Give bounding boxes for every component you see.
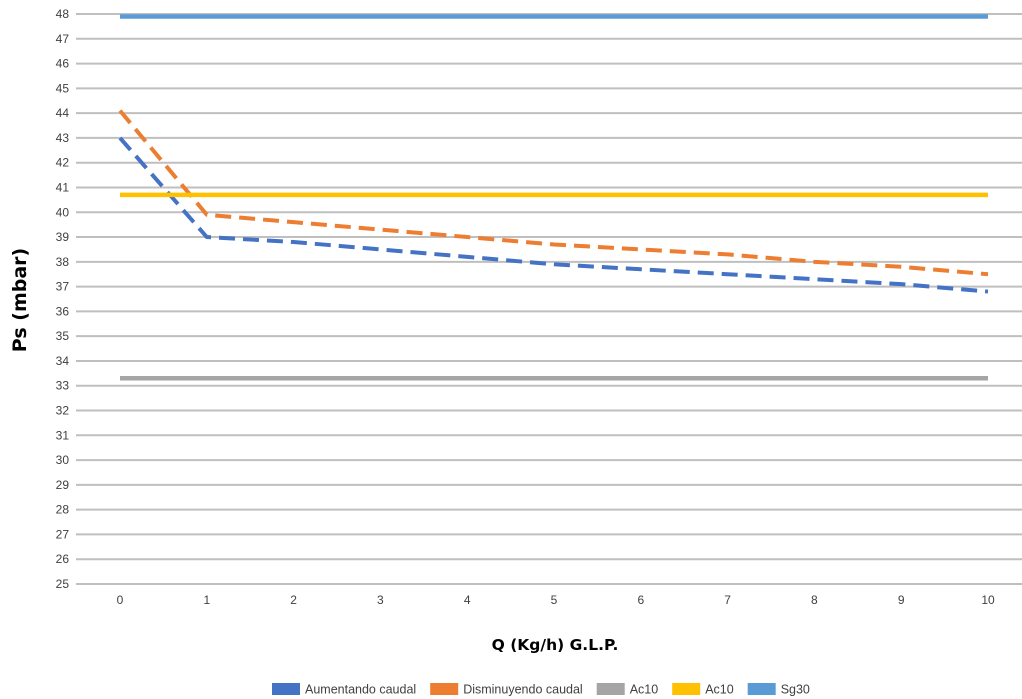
y-tick-label: 46 [56,57,70,71]
y-tick-label: 37 [56,280,70,294]
y-tick-label: 47 [56,32,70,46]
y-tick-label: 35 [56,329,70,343]
y-tick-label: 44 [56,106,70,120]
x-tick-label: 9 [898,593,905,607]
legend-swatch [747,683,776,695]
y-axis-title: Ps (mbar) [9,248,31,352]
y-tick-label: 41 [56,180,70,194]
y-tick-label: 42 [56,156,70,170]
y-tick-label: 34 [56,354,70,368]
y-tick-label: 38 [56,255,70,269]
x-tick-label: 6 [637,593,644,607]
legend-label: Ac10 [630,683,659,697]
series-lines [118,14,989,381]
x-tick-label: 8 [811,593,818,607]
legend-swatch [272,683,300,695]
y-tick-label: 25 [56,577,70,591]
legend: Aumentando caudal Disminuyendo caudal Ac10… [272,683,810,697]
legend-swatch [430,683,459,695]
y-tick-label: 36 [56,304,70,318]
y-tick-label: 48 [56,7,70,21]
x-tick-label: 10 [981,593,995,607]
y-tick-label: 27 [56,527,70,541]
y-tick-label: 29 [56,478,70,492]
y-tick-label: 32 [56,404,70,418]
y-tick-label: 30 [56,453,70,467]
legend-label: Aumentando caudal [305,683,416,697]
legend-label: Disminuyendo caudal [463,683,583,697]
x-tick-label: 0 [117,593,124,607]
y-tick-label: 45 [56,81,70,95]
x-tick-label: 2 [290,593,297,607]
y-axis-ticks: 25 26 27 28 29 30 31 32 33 34 35 36 37 38 39 40 41 42 43 44… [56,7,70,591]
y-tick-label: 31 [56,428,70,442]
x-axis-title: Q (Kg/h) G.L.P. [492,636,619,654]
series-line-1 [118,109,989,277]
legend-label: Ac10 [705,683,734,697]
series-line-0 [118,136,989,294]
legend-label: Sg30 [781,683,810,697]
y-tick-label: 28 [56,503,70,517]
x-tick-label: 1 [203,593,210,607]
x-tick-label: 3 [377,593,384,607]
y-tick-label: 39 [56,230,70,244]
gridlines [76,13,1022,585]
x-tick-label: 4 [464,593,471,607]
legend-swatch [672,683,701,695]
y-tick-label: 43 [56,131,70,145]
x-axis-ticks: 0 1 2 3 4 5 6 7 8 9 10 [117,593,995,607]
x-tick-label: 5 [551,593,558,607]
legend-swatch [596,683,625,695]
y-tick-label: 40 [56,205,70,219]
y-tick-label: 33 [56,379,70,393]
x-tick-label: 7 [724,593,731,607]
y-tick-label: 26 [56,552,70,566]
